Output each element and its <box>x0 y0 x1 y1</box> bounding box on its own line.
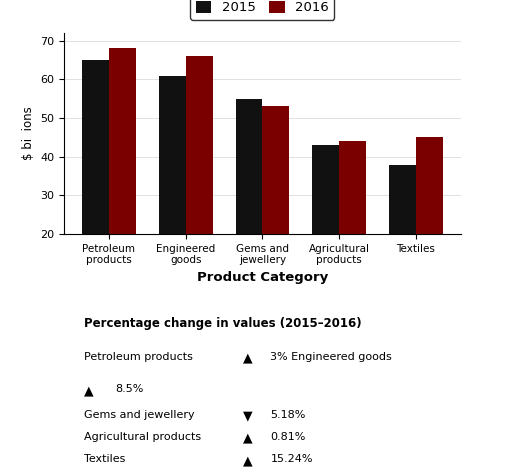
Text: ▲: ▲ <box>243 351 252 365</box>
Text: Textiles: Textiles <box>84 454 125 464</box>
Bar <box>159 75 186 311</box>
Bar <box>262 106 289 311</box>
Bar <box>312 145 339 311</box>
Bar <box>339 141 366 311</box>
Bar <box>109 49 136 311</box>
Y-axis label: $ bi  ions: $ bi ions <box>22 107 35 161</box>
Bar <box>236 99 262 311</box>
Bar <box>186 56 212 311</box>
Bar <box>416 138 443 311</box>
X-axis label: Product Category: Product Category <box>197 271 328 284</box>
Bar <box>389 164 416 311</box>
Text: Gems and jewellery: Gems and jewellery <box>84 409 195 420</box>
Bar <box>82 60 109 311</box>
Text: Agricultural products: Agricultural products <box>84 432 201 442</box>
Text: ▲: ▲ <box>243 432 252 445</box>
Text: ▼: ▼ <box>243 409 252 422</box>
Text: Petroleum products: Petroleum products <box>84 351 193 362</box>
Text: Percentage change in values (2015–2016): Percentage change in values (2015–2016) <box>84 317 361 330</box>
Text: 3% Engineered goods: 3% Engineered goods <box>270 351 392 362</box>
Text: ▲: ▲ <box>84 384 94 397</box>
Text: 15.24%: 15.24% <box>270 454 313 464</box>
Legend: 2015, 2016: 2015, 2016 <box>190 0 334 20</box>
Text: ▲: ▲ <box>243 454 252 467</box>
Text: 8.5%: 8.5% <box>116 384 144 394</box>
Text: 0.81%: 0.81% <box>270 432 306 442</box>
Text: 5.18%: 5.18% <box>270 409 306 420</box>
